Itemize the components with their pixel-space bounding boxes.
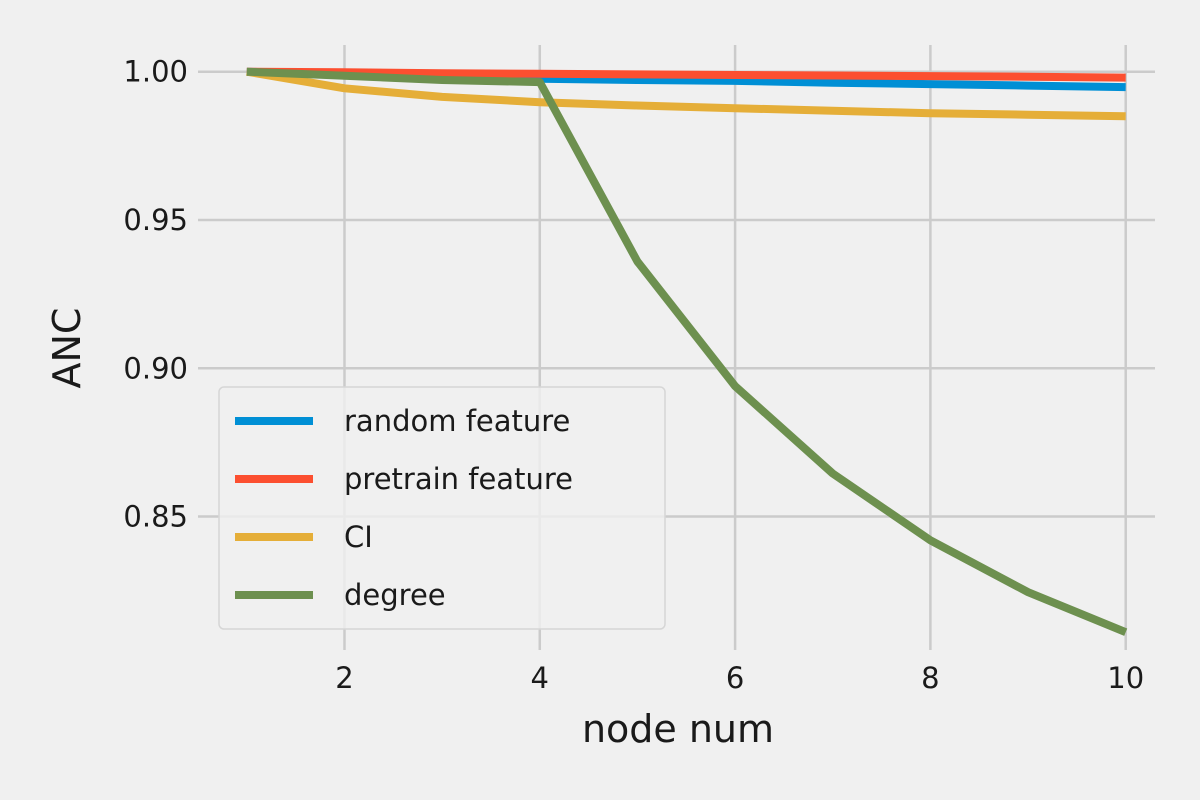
series-line-pretrain-feature <box>246 67 1126 82</box>
series-line-ci <box>246 67 1126 121</box>
series-lines <box>246 67 1128 636</box>
y-tick-label: 0.95 <box>123 203 188 237</box>
series-line-degree <box>246 67 1128 636</box>
legend-label: degree <box>344 578 446 612</box>
x-tick-label: 10 <box>1107 661 1144 695</box>
x-tick-label: 6 <box>726 661 744 695</box>
x-tick-label: 2 <box>335 661 353 695</box>
x-tick-label: 8 <box>921 661 939 695</box>
legend-box <box>218 386 666 630</box>
y-axis-label: ANC <box>45 308 89 389</box>
x-axis-label: node num <box>582 707 774 751</box>
y-tick-label: 0.90 <box>123 351 188 385</box>
tick-labels: 2 4 6 8 10 0.85 0.90 0.95 1.00 <box>123 55 1144 695</box>
legend: random feature pretrain feature CI degree <box>218 386 666 630</box>
x-tick-label: 4 <box>531 661 549 695</box>
y-tick-label: 1.00 <box>123 55 188 89</box>
y-tick-label: 0.85 <box>123 500 188 534</box>
legend-label: pretrain feature <box>344 462 573 496</box>
legend-label: CI <box>344 520 373 554</box>
legend-label: random feature <box>344 404 570 438</box>
